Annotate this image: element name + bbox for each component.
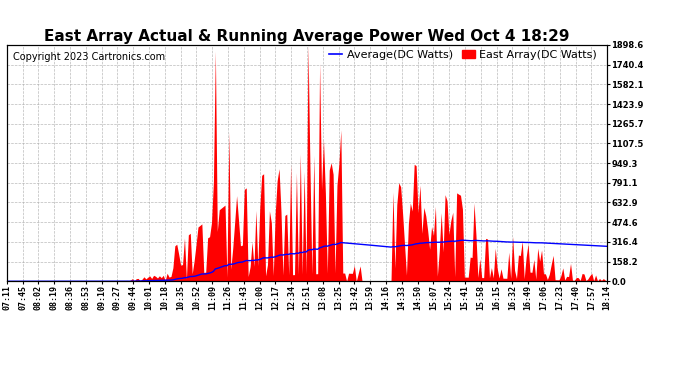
Title: East Array Actual & Running Average Power Wed Oct 4 18:29: East Array Actual & Running Average Powe… xyxy=(44,29,570,44)
Legend: Average(DC Watts), East Array(DC Watts): Average(DC Watts), East Array(DC Watts) xyxy=(324,46,602,65)
Text: Copyright 2023 Cartronics.com: Copyright 2023 Cartronics.com xyxy=(13,52,165,62)
